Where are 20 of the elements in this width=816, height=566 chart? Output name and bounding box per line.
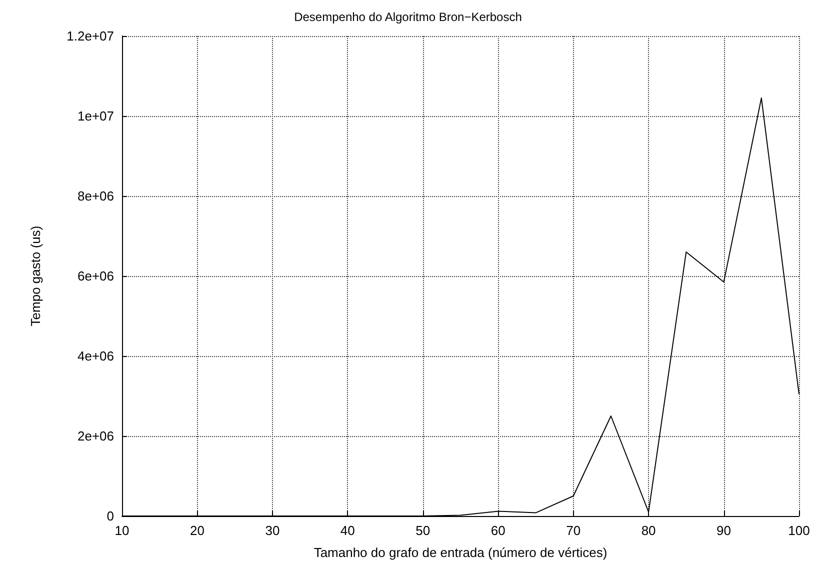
y-tick-label: 8e+06: [77, 188, 114, 204]
x-tick-label: 70: [566, 523, 581, 538]
x-tick-label: 20: [190, 523, 204, 538]
x-tick-label: 30: [265, 523, 280, 538]
x-tick-label: 60: [490, 523, 506, 538]
x-axis-title: Tamanho do grafo de entrada (número de vértices): [314, 545, 608, 560]
y-tick-label: 2e+06: [77, 428, 114, 444]
x-tick-label: 50: [416, 523, 430, 538]
x-tick-label: 90: [716, 523, 732, 538]
x-tick-label: 40: [340, 523, 355, 538]
y-tick-label: 4e+06: [77, 348, 114, 364]
x-tick-label: 10: [114, 523, 130, 538]
y-tick-label: 1e+07: [77, 108, 114, 124]
y-tick-label: 1.2e+07: [66, 28, 114, 44]
y-tick-label: 0: [106, 508, 114, 524]
x-tick-label: 100: [788, 523, 810, 538]
x-tick-label: 80: [641, 523, 656, 538]
y-tick-label: 6e+06: [77, 268, 114, 284]
chart-title: Desempenho do Algoritmo Bron−Kerbosch: [294, 10, 522, 24]
y-axis-title: Tempo gasto (us): [28, 226, 43, 326]
